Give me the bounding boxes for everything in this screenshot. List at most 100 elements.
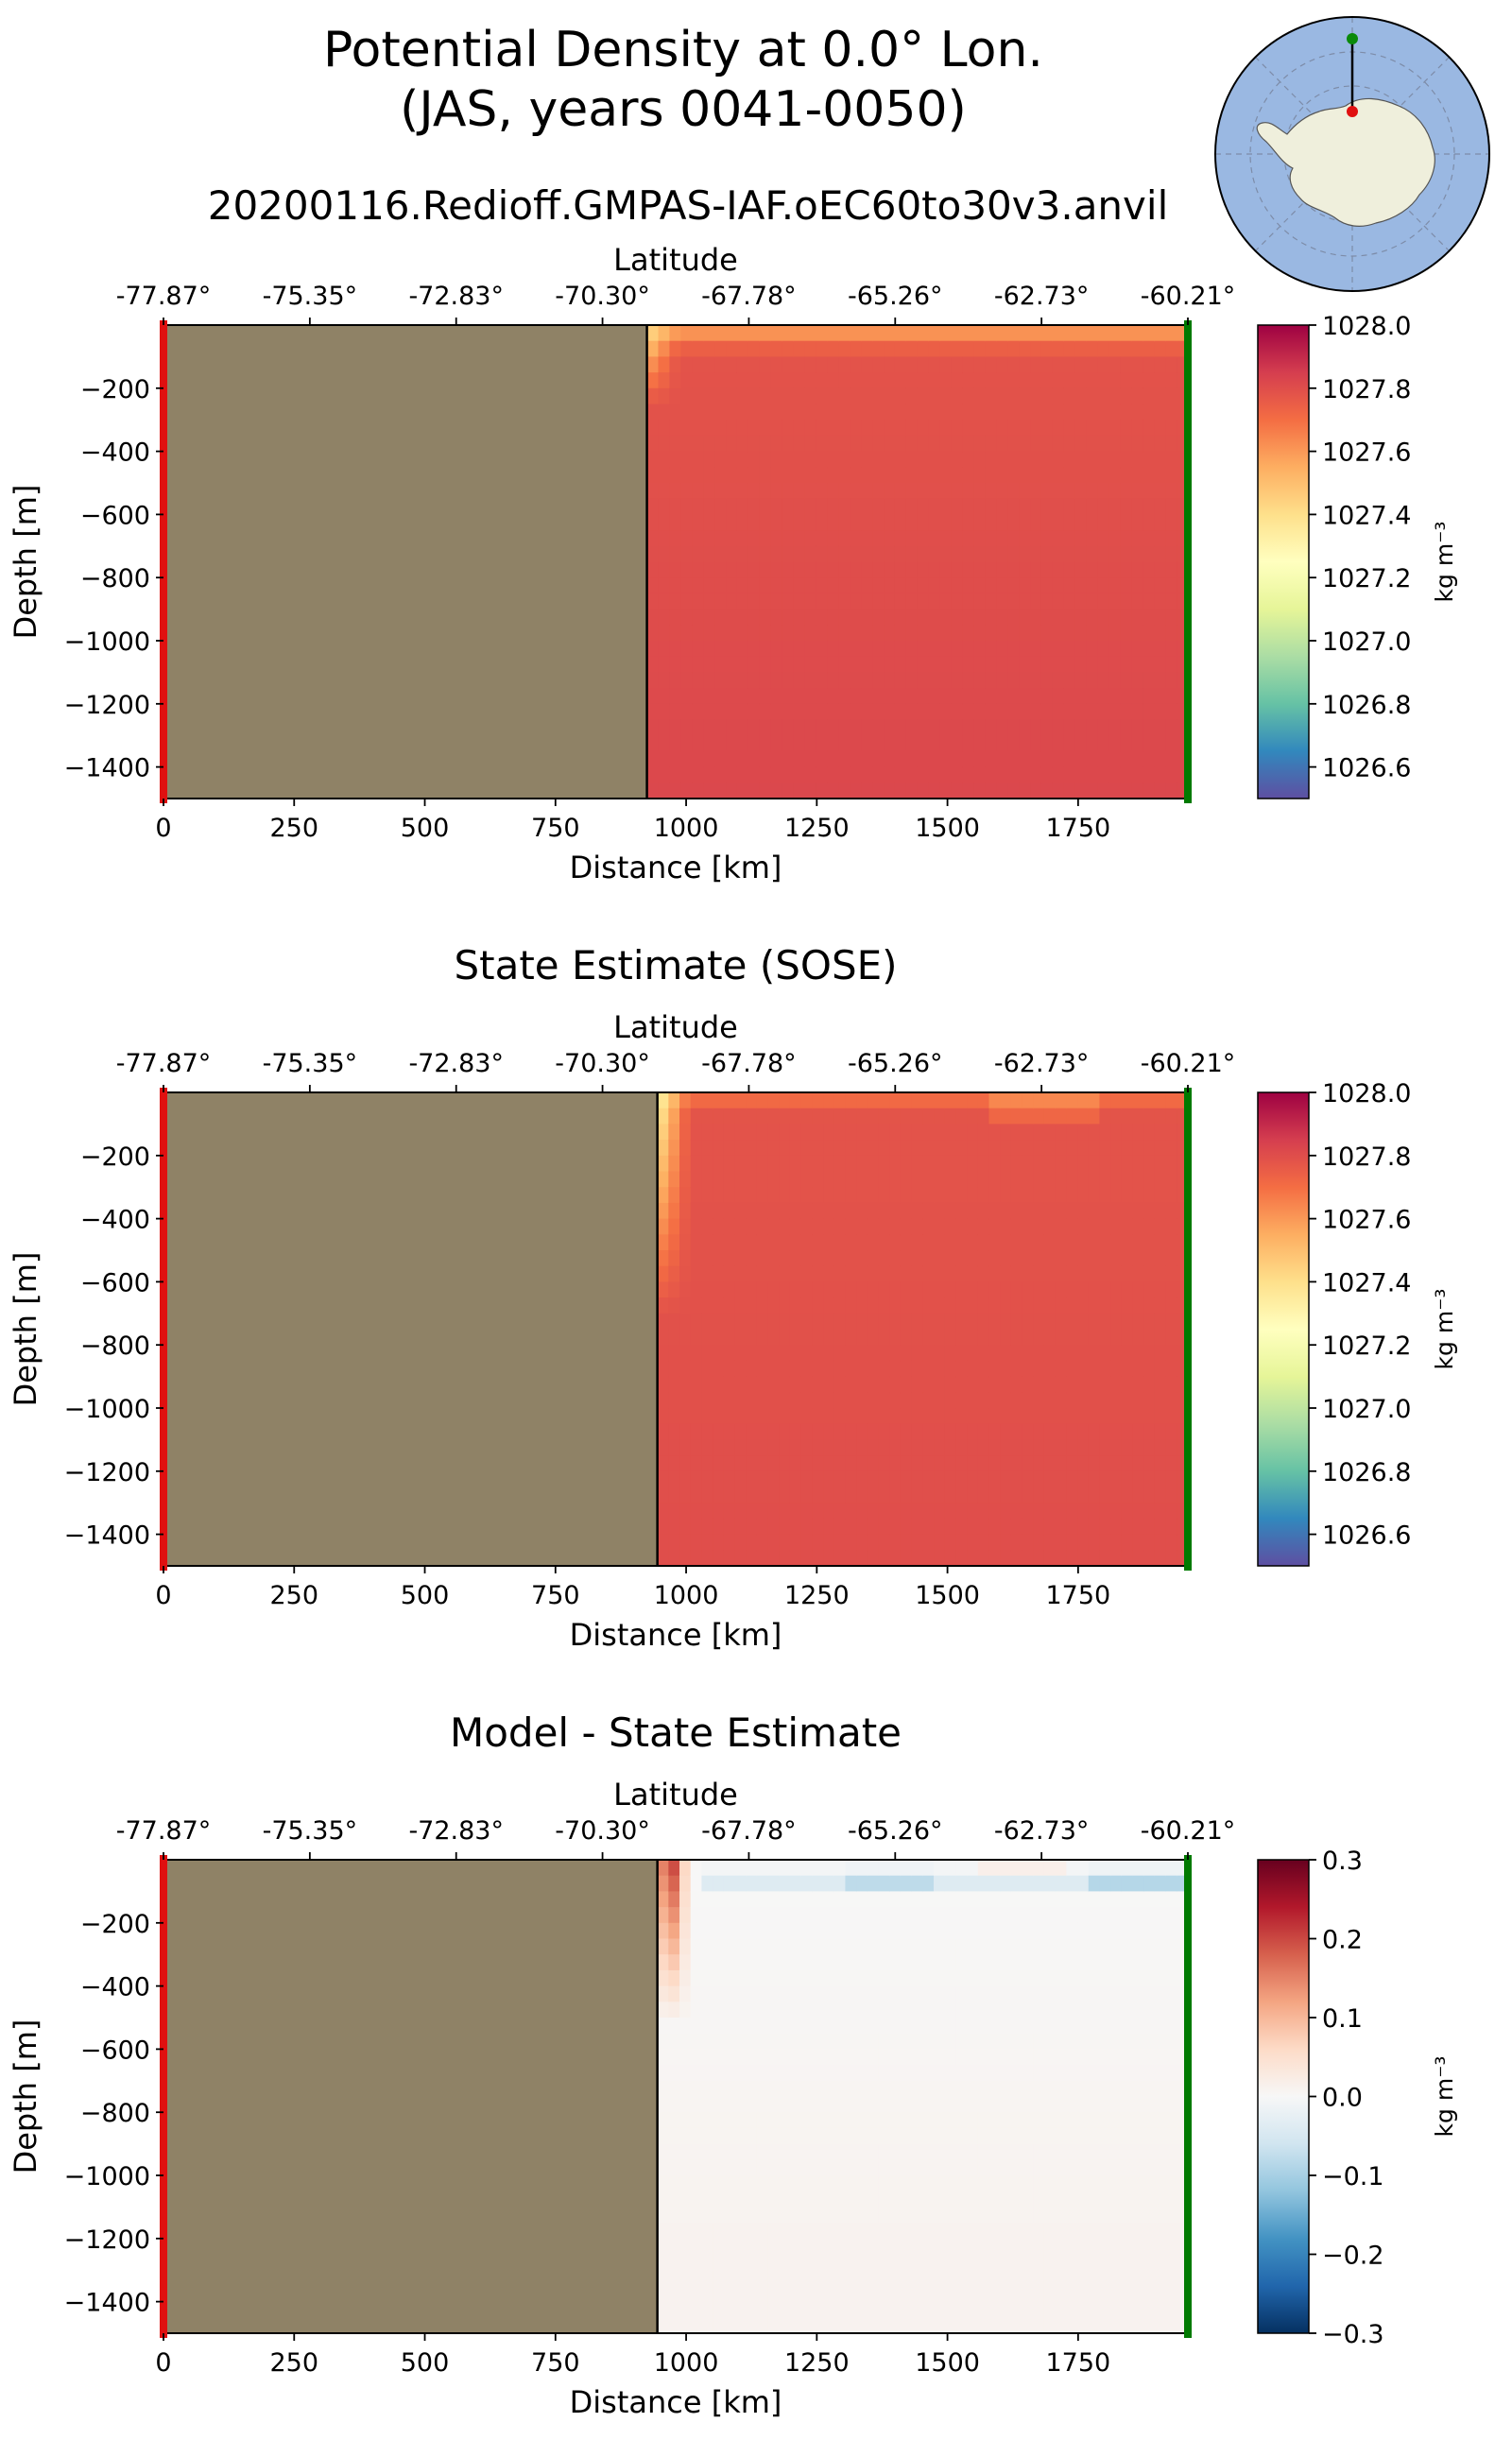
heatmap-cell: [1121, 1313, 1134, 1331]
heatmap-cell: [816, 577, 829, 594]
heatmap-cell: [850, 735, 862, 752]
heatmap-cell: [911, 2127, 924, 2145]
heatmap-cell: [922, 1329, 935, 1346]
heatmap-cell: [1000, 1392, 1012, 1409]
heatmap-cell: [827, 545, 840, 563]
heatmap-cell: [939, 420, 953, 437]
heatmap-cell: [1010, 1171, 1023, 1188]
heatmap-cell: [800, 1470, 814, 1488]
heatmap-cell: [1019, 750, 1031, 768]
run-name: 20200116.Redioff.GMPAS-IAF.oEC60to30v3.a…: [208, 182, 1169, 229]
heatmap-cell: [823, 1092, 835, 1109]
heatmap-cell: [967, 1108, 979, 1125]
colorbar-tick-label: 0.1: [1322, 2004, 1363, 2034]
heatmap-cell: [988, 1140, 1001, 1157]
heatmap-cell: [944, 2317, 957, 2334]
heatmap-cell: [734, 2270, 747, 2287]
heatmap-cell: [690, 1124, 703, 1141]
heatmap-cell: [756, 1108, 769, 1125]
heatmap-cell: [1099, 1969, 1111, 1987]
heatmap-cell: [1154, 2159, 1167, 2176]
heatmap-cell: [996, 420, 1008, 437]
heatmap-cell: [850, 340, 862, 358]
heatmap-cell: [690, 1470, 703, 1488]
heatmap-cell: [889, 1423, 902, 1441]
heatmap-cell: [973, 467, 987, 484]
heatmap-cell: [668, 2223, 680, 2240]
heatmap-cell: [951, 593, 964, 610]
heatmap-cell: [646, 656, 660, 674]
heatmap-cell: [1066, 2065, 1078, 2082]
heatmap-cell: [701, 1860, 713, 1877]
heatmap-cell: [736, 656, 749, 674]
heatmap-cell: [734, 1907, 747, 1924]
heatmap-cell: [922, 2143, 935, 2161]
heatmap-cell: [1007, 387, 1020, 405]
heatmap-cell: [1040, 340, 1054, 358]
heatmap-cell: [922, 1140, 935, 1157]
heatmap-cell: [782, 719, 795, 736]
heatmap-cell: [1143, 2301, 1156, 2319]
section-end-marker: [1347, 33, 1358, 44]
heatmap-cell: [833, 2175, 847, 2192]
heatmap-cell: [1099, 1439, 1111, 1456]
heatmap-cell: [1088, 1486, 1101, 1503]
heatmap-cell: [1010, 1234, 1023, 1251]
heatmap-cell: [1165, 1124, 1178, 1141]
heatmap-cell: [928, 514, 941, 531]
heatmap-cell: [856, 1140, 868, 1157]
heatmap-cell: [823, 1108, 835, 1125]
heatmap-cell: [1055, 1108, 1068, 1125]
heatmap-cell: [779, 1439, 791, 1456]
heatmap-cell: [1132, 1092, 1145, 1109]
heatmap-cell: [1143, 1954, 1156, 1971]
heatmap-cell: [1143, 498, 1156, 516]
heatmap-cell: [889, 1187, 902, 1204]
heatmap-cell: [657, 2223, 670, 2240]
heatmap-cell: [878, 2238, 891, 2256]
heatmap-cell: [714, 340, 727, 358]
heatmap-cell: [812, 2002, 824, 2019]
heatmap-cell: [1077, 1171, 1090, 1188]
heatmap-cell: [1030, 609, 1042, 627]
heatmap-cell: [767, 1875, 781, 1893]
heatmap-cell: [1086, 735, 1099, 752]
heatmap-cell: [878, 1329, 891, 1346]
heatmap-cell: [1010, 1218, 1023, 1236]
heatmap-cell: [1120, 719, 1133, 736]
heatmap-cell: [658, 325, 671, 342]
heatmap-cell: [1033, 2127, 1045, 2145]
heatmap-cell: [1066, 1985, 1078, 2003]
heatmap-cell: [889, 2207, 902, 2224]
heatmap-cell: [767, 2033, 781, 2051]
heatmap-cell: [812, 1550, 824, 1567]
heatmap-cell: [955, 1423, 968, 1441]
heatmap-cell: [1099, 1218, 1111, 1236]
heatmap-cell: [1099, 1250, 1111, 1267]
heatmap-cell: [977, 1376, 990, 1394]
heatmap-cell: [962, 656, 975, 674]
heatmap-cell: [845, 1470, 857, 1488]
heatmap-cell: [723, 1313, 736, 1331]
heatmap-cell: [770, 782, 783, 799]
heatmap-cell: [1055, 1875, 1068, 1893]
heatmap-cell: [1086, 451, 1099, 469]
heatmap-cell: [723, 1455, 736, 1472]
heatmap-cell: [1000, 1329, 1012, 1346]
heatmap-cell: [668, 1969, 680, 1987]
heatmap-cell: [793, 735, 806, 752]
heatmap-cell: [917, 577, 930, 594]
heatmap-cell: [1007, 451, 1020, 469]
heatmap-cell: [1097, 782, 1110, 799]
heatmap-cell: [867, 1408, 880, 1425]
heatmap-cell: [703, 561, 715, 578]
heatmap-cell: [833, 1313, 847, 1331]
heatmap-cell: [884, 514, 896, 531]
heatmap-cell: [734, 1518, 747, 1536]
heatmap-cell: [1010, 1187, 1023, 1204]
heatmap-cell: [1099, 1092, 1111, 1109]
heatmap-cell: [905, 735, 919, 752]
heatmap-cell: [1097, 387, 1110, 405]
colorbar-tick-label: 1027.2: [1322, 564, 1411, 593]
heatmap-cell: [770, 545, 783, 563]
